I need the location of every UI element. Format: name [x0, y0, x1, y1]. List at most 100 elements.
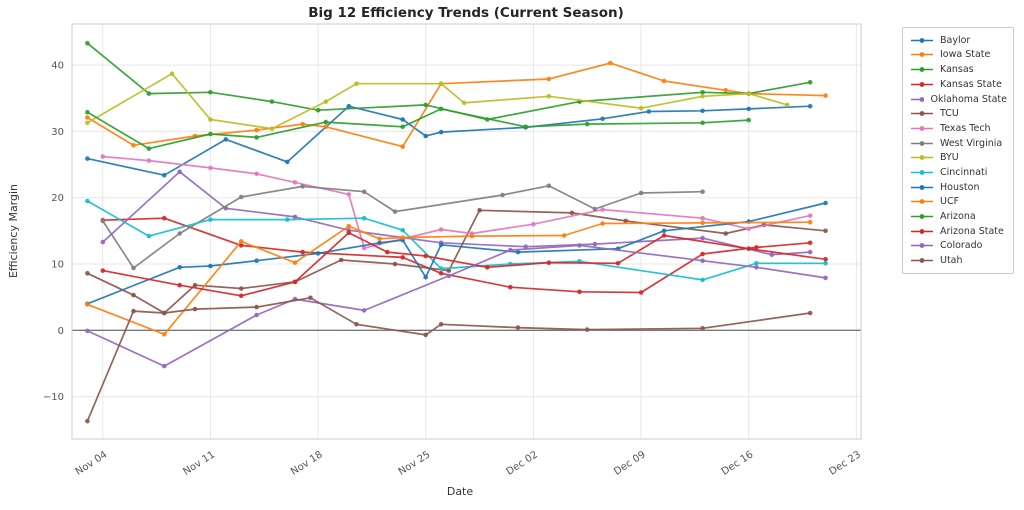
legend-label: Baylor	[940, 34, 971, 46]
data-point-byu	[746, 91, 751, 96]
data-point-texas-tech	[361, 245, 367, 251]
data-point-arizona-state	[423, 253, 429, 259]
legend-entry-houston: Houston	[910, 181, 1007, 194]
x-tick-label: Nov 04	[74, 449, 110, 478]
data-point-arizona	[438, 106, 444, 112]
data-point-kansas	[146, 91, 152, 96]
data-point-kansas	[85, 40, 90, 46]
data-point-byu	[438, 81, 444, 86]
data-point-baylor	[646, 109, 652, 114]
data-point-iowa-state	[323, 124, 329, 130]
data-point-kansas-state	[577, 289, 582, 295]
data-point-ucf	[600, 221, 605, 226]
data-point-colorado	[446, 273, 452, 279]
data-point-houston	[208, 263, 213, 269]
data-point-colorado	[823, 275, 828, 281]
legend-entry-colorado: Colorado	[910, 240, 1007, 253]
data-point-colorado	[577, 243, 582, 248]
data-point-oklahoma-state	[177, 169, 182, 175]
data-point-ucf	[238, 239, 244, 244]
data-point-utah	[438, 322, 444, 327]
data-point-baylor	[346, 103, 352, 109]
legend-swatch-icon	[911, 37, 933, 43]
data-point-houston	[823, 200, 828, 206]
legend-label: UCF	[940, 196, 960, 208]
legend-swatch-icon	[911, 258, 933, 264]
legend-swatch-icon	[911, 199, 933, 205]
data-point-texas-tech	[438, 227, 444, 232]
data-point-tcu	[723, 231, 728, 236]
data-point-cincinnati	[823, 261, 828, 266]
data-point-arizona	[700, 120, 705, 126]
data-point-utah	[192, 306, 198, 312]
data-point-byu	[461, 100, 467, 106]
data-point-tcu	[623, 218, 628, 224]
data-point-arizona	[746, 117, 751, 123]
data-point-baylor	[223, 137, 229, 142]
data-point-kansas	[423, 102, 429, 108]
data-point-byu	[269, 126, 275, 131]
legend-swatch-icon	[911, 243, 933, 249]
data-point-utah	[423, 332, 429, 338]
data-point-tcu	[823, 228, 828, 234]
data-point-kansas-state	[638, 290, 644, 295]
data-point-arizona-state	[661, 233, 667, 238]
data-point-tcu	[446, 268, 452, 273]
legend-label: Iowa State	[940, 49, 991, 61]
legend-entry-tcu: TCU	[910, 107, 1007, 120]
data-point-west-virginia	[300, 184, 306, 189]
legend-swatch-icon	[911, 155, 933, 161]
data-point-oklahoma-state	[807, 249, 813, 255]
data-point-cincinnati	[700, 277, 705, 283]
series-markers-houston	[85, 200, 828, 307]
legend-swatch-icon	[911, 228, 933, 234]
data-point-houston	[315, 251, 321, 256]
data-point-utah	[515, 325, 521, 330]
data-point-arizona-state	[238, 293, 244, 299]
data-point-colorado	[700, 258, 705, 264]
data-point-utah	[308, 295, 313, 301]
data-point-iowa-state	[546, 76, 552, 82]
data-point-kansas-state	[754, 245, 759, 250]
data-point-houston	[515, 249, 521, 255]
data-point-kansas-state	[162, 215, 167, 221]
data-point-byu	[638, 105, 644, 111]
data-point-arizona	[146, 146, 152, 151]
data-point-oklahoma-state	[700, 235, 705, 241]
y-tick-label: 20	[51, 193, 64, 204]
data-point-colorado	[508, 247, 513, 253]
data-point-texas-tech	[146, 158, 152, 163]
legend-swatch-icon	[911, 126, 933, 131]
series-line-ucf	[87, 221, 811, 336]
data-point-houston	[177, 265, 182, 270]
legend-label: Texas Tech	[940, 122, 991, 134]
x-tick-label: Dec 23	[827, 449, 863, 477]
data-point-arizona-state	[746, 246, 751, 251]
data-point-byu	[700, 94, 705, 99]
series-lines	[85, 40, 828, 424]
data-point-byu	[354, 81, 359, 86]
x-tick-label: Dec 02	[504, 449, 540, 477]
legend-label: Houston	[940, 181, 980, 193]
series-line-byu	[86, 72, 788, 130]
data-point-arizona	[584, 121, 590, 127]
data-point-west-virginia	[131, 265, 136, 271]
data-point-arizona	[254, 135, 259, 140]
legend-entry-utah: Utah	[910, 254, 1007, 267]
data-point-arizona	[85, 109, 90, 115]
legend-entry-iowa-state: Iowa State	[910, 49, 1007, 62]
data-point-arizona-state	[177, 282, 182, 288]
series-line-utah	[86, 296, 811, 422]
y-axis-tick-labels: −10 0 10 20 30 40	[43, 61, 64, 403]
data-point-utah	[700, 326, 705, 331]
series-markers-colorado	[85, 243, 828, 369]
data-point-tcu	[477, 208, 482, 213]
data-point-utah	[254, 304, 259, 310]
data-point-kansas	[315, 107, 321, 113]
data-point-colorado	[162, 363, 167, 369]
data-point-iowa-state	[608, 60, 613, 66]
y-axis-label: Efficiency Margin	[7, 184, 20, 278]
data-point-oklahoma-state	[592, 241, 598, 247]
data-point-baylor	[285, 159, 290, 165]
data-point-cincinnati	[208, 217, 213, 222]
